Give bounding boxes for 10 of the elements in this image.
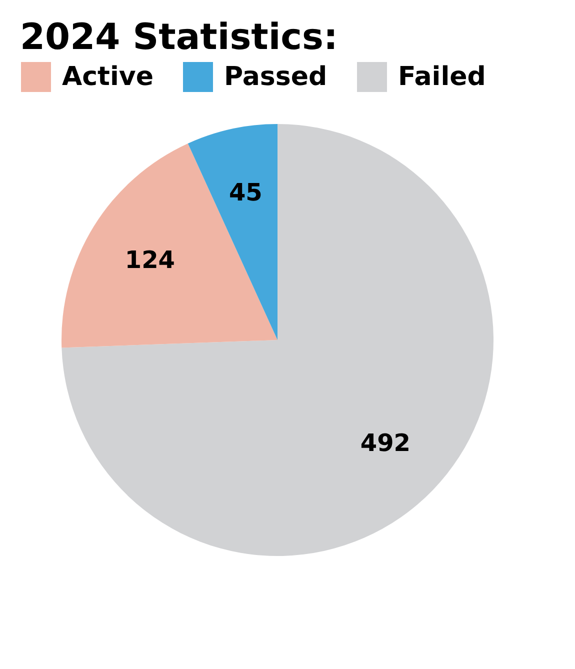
legend-label: Failed [398, 62, 486, 92]
data-label: 45 [228, 178, 262, 206]
data-label: 492 [360, 429, 410, 458]
pie-slice [62, 143, 278, 348]
pie-slice [62, 124, 494, 556]
legend-label: Passed [224, 62, 328, 92]
legend-label: Active [62, 62, 154, 92]
chart-title: 2024 Statistics: [20, 17, 338, 58]
data-label: 124 [124, 246, 175, 274]
pie-slice [188, 124, 278, 340]
